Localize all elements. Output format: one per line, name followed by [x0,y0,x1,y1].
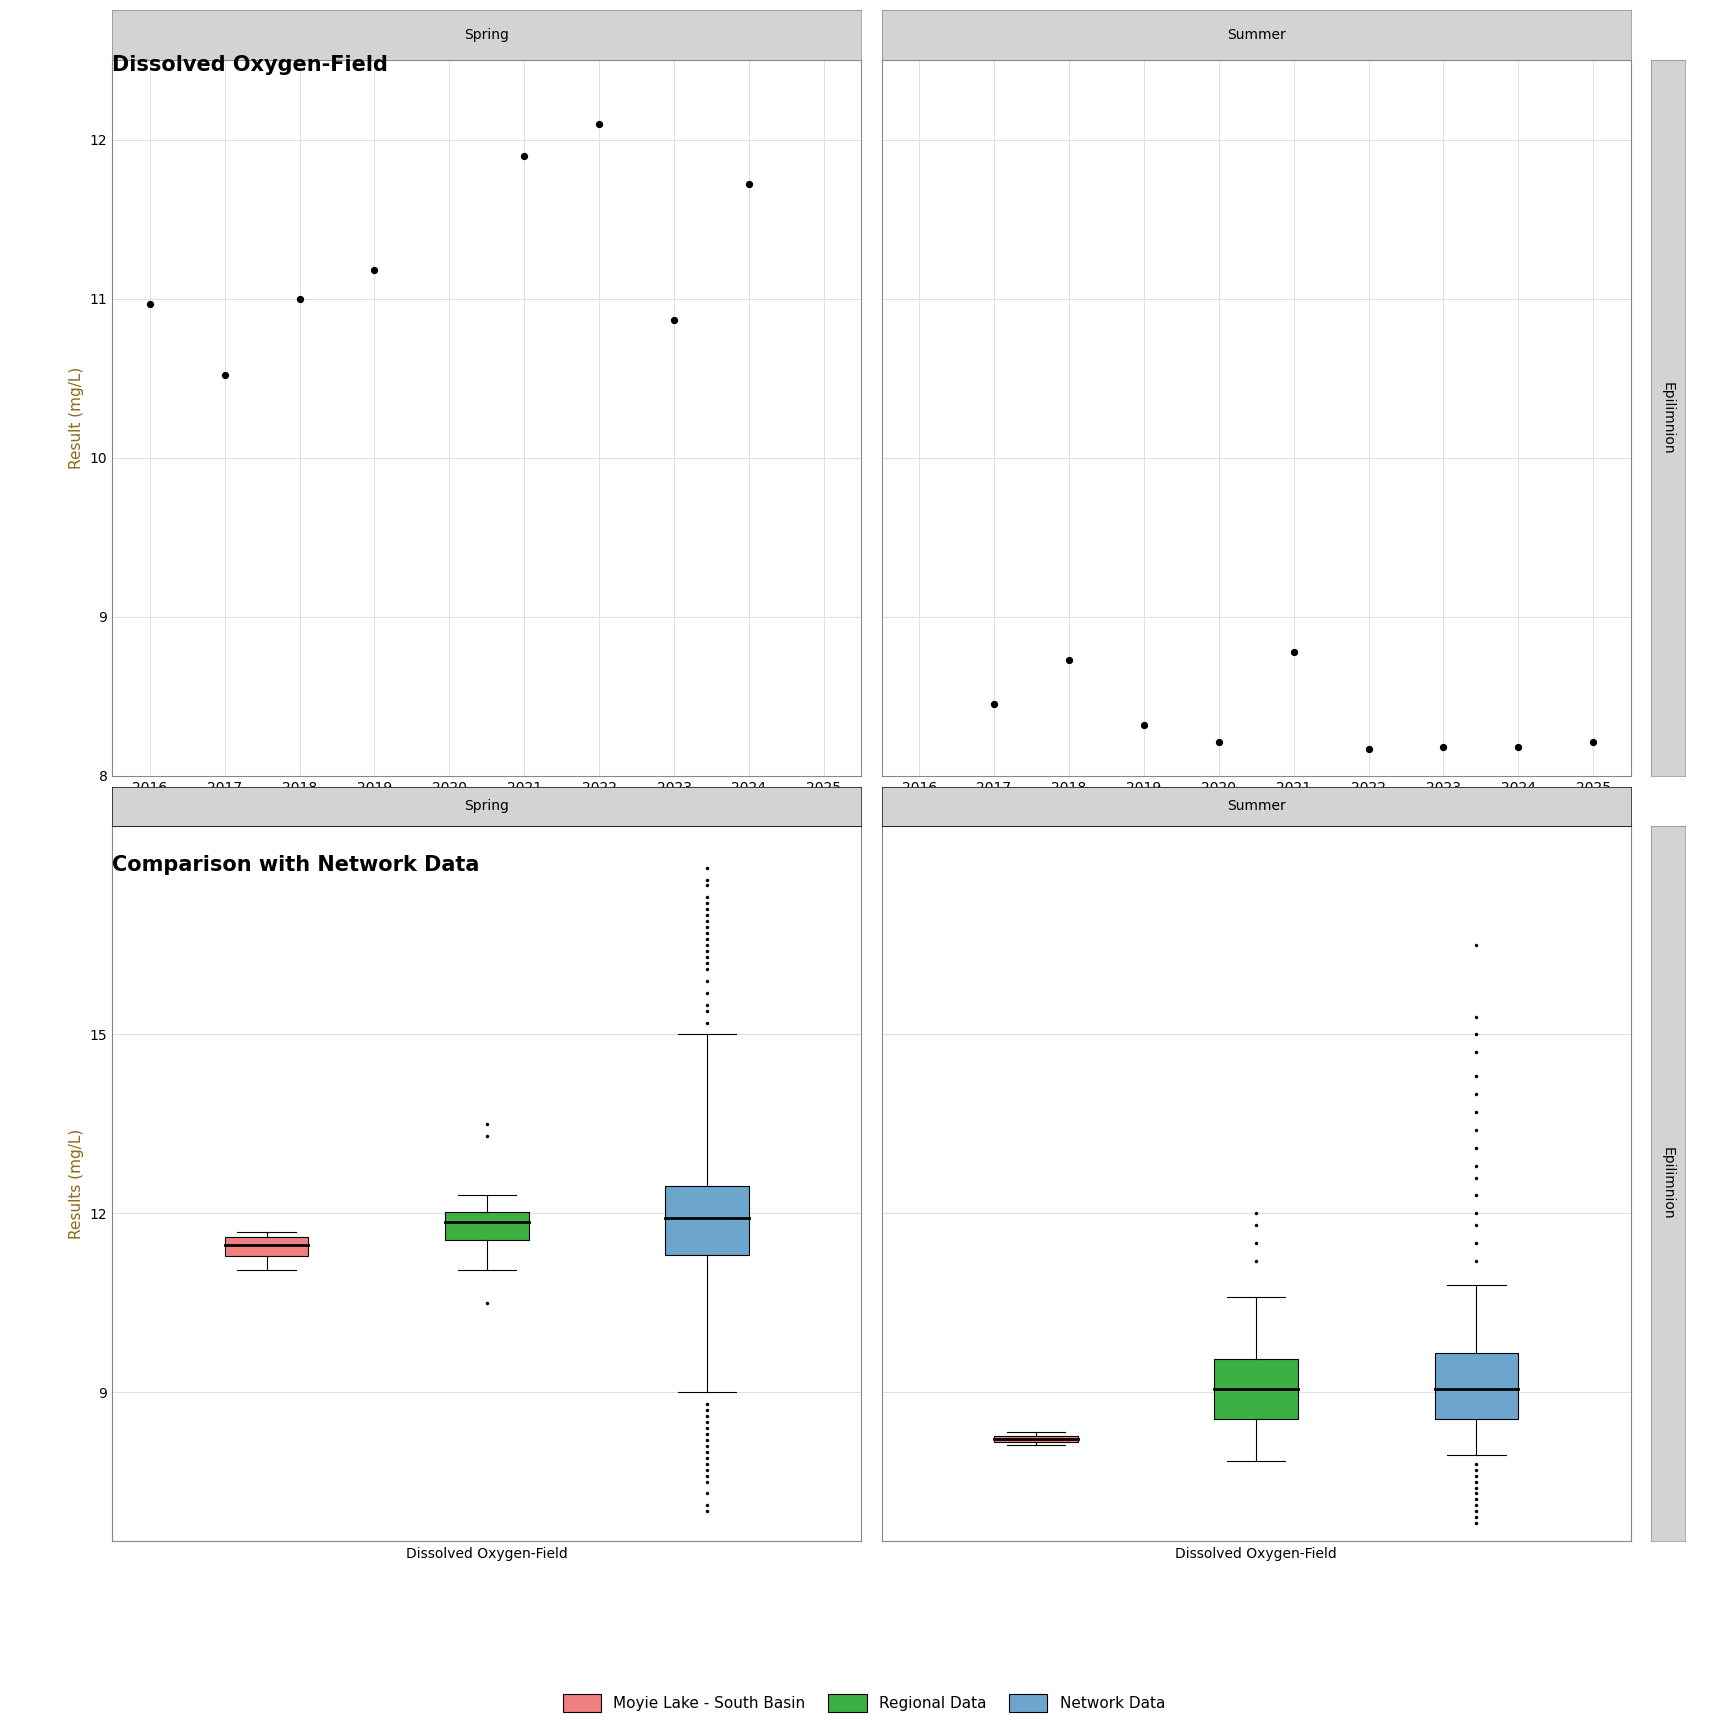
Point [1280,638,1308,665]
Bar [1434,1353,1519,1419]
Point [1355,734,1382,762]
Bar [994,1436,1078,1441]
Point [361,256,389,283]
Point [734,171,762,199]
Y-axis label: Results (mg/L): Results (mg/L) [69,1128,85,1239]
Point [1505,733,1533,760]
X-axis label: Dissolved Oxygen-Field: Dissolved Oxygen-Field [406,1547,569,1560]
Point [137,290,164,318]
Point [211,361,238,389]
Bar [444,1211,529,1241]
X-axis label: Dissolved Oxygen-Field: Dissolved Oxygen-Field [1175,1547,1337,1560]
Point [510,142,537,169]
Bar [1215,1360,1298,1419]
Point [1204,729,1232,757]
Text: Epilimnion: Epilimnion [1661,1147,1674,1220]
Text: Comparison with Network Data: Comparison with Network Data [112,855,480,876]
Bar [665,1187,748,1255]
Y-axis label: Result (mg/L): Result (mg/L) [69,366,85,470]
Point [980,691,1007,719]
Text: Epilimnion: Epilimnion [1661,382,1674,454]
Point [285,285,313,313]
Point [1056,646,1083,674]
Point [586,111,613,138]
Bar [225,1237,308,1256]
Legend: Moyie Lake - South Basin, Regional Data, Network Data: Moyie Lake - South Basin, Regional Data,… [563,1693,1165,1712]
Point [1130,712,1158,740]
Point [1579,729,1607,757]
Point [1429,733,1457,760]
Text: Dissolved Oxygen-Field: Dissolved Oxygen-Field [112,55,389,76]
Point [660,306,688,334]
